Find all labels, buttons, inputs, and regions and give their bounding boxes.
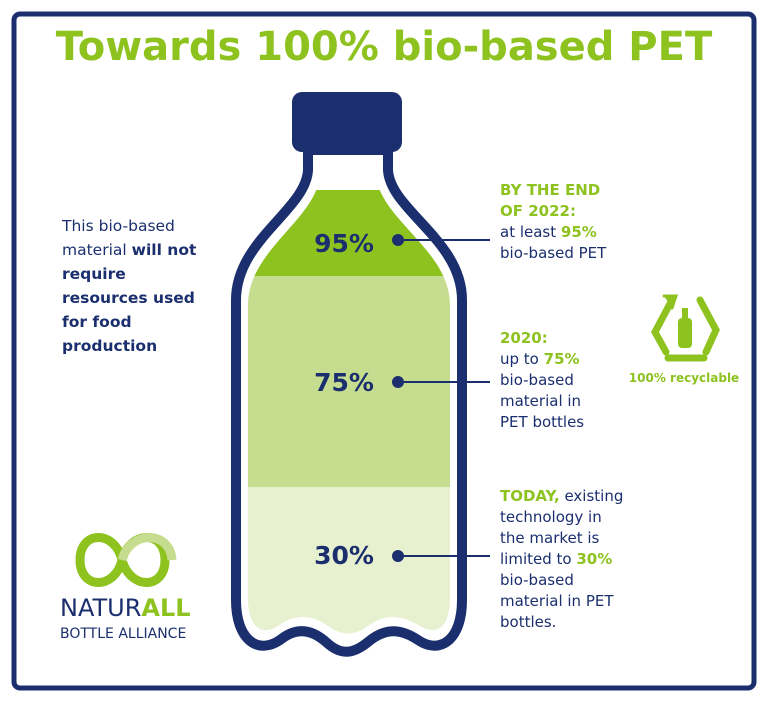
level-label: 75%: [314, 368, 374, 397]
callout-highlight: 95%: [560, 223, 597, 241]
level-label: 95%: [314, 229, 374, 258]
logo-mark: [75, 533, 177, 587]
note-bold: will not require resources used for food…: [62, 241, 197, 355]
callout-text: bio-based PET: [500, 244, 607, 262]
callout-highlight: 75%: [543, 350, 580, 368]
recycle-icon: [651, 294, 720, 362]
level-label: 30%: [314, 541, 374, 570]
bottle-fill: [248, 190, 450, 634]
callout-lead: TODAY,: [500, 487, 560, 505]
frame: [11, 11, 757, 691]
callout-text: bio-based material in PET bottles.: [500, 571, 614, 631]
callout: 2020: up to 75% bio-based material in PET…: [500, 328, 600, 433]
logo-name-b: ALL: [141, 594, 190, 622]
left-note: This bio-based material will not require…: [62, 214, 202, 358]
band-30: [248, 487, 450, 634]
title: Towards 100% bio-based PET: [56, 24, 713, 70]
callout-text: up to: [500, 350, 539, 368]
callout: TODAY, existing technology in the market…: [500, 486, 625, 633]
callout-text: existing technology in the market is lim…: [500, 487, 624, 568]
note-plain: This bio-based material: [62, 217, 175, 259]
logo-name: NATURALL: [60, 594, 191, 622]
logo-name-a: NATUR: [60, 594, 141, 622]
dot: [392, 234, 404, 246]
recycle-label: 100% recyclable: [629, 371, 739, 385]
callout-text: at least: [500, 223, 557, 241]
callout-lead: 2020:: [500, 329, 548, 347]
callout-highlight: 30%: [576, 550, 613, 568]
callout-lead: BY THE END OF 2022:: [500, 181, 601, 220]
callout-text: bio-based material in PET bottles: [500, 371, 585, 431]
dot: [392, 550, 404, 562]
dot: [392, 376, 404, 388]
callout: BY THE END OF 2022: at least 95% bio-base…: [500, 180, 620, 264]
logo-sub: BOTTLE ALLIANCE: [60, 626, 186, 642]
bottle-cap: [292, 92, 402, 152]
